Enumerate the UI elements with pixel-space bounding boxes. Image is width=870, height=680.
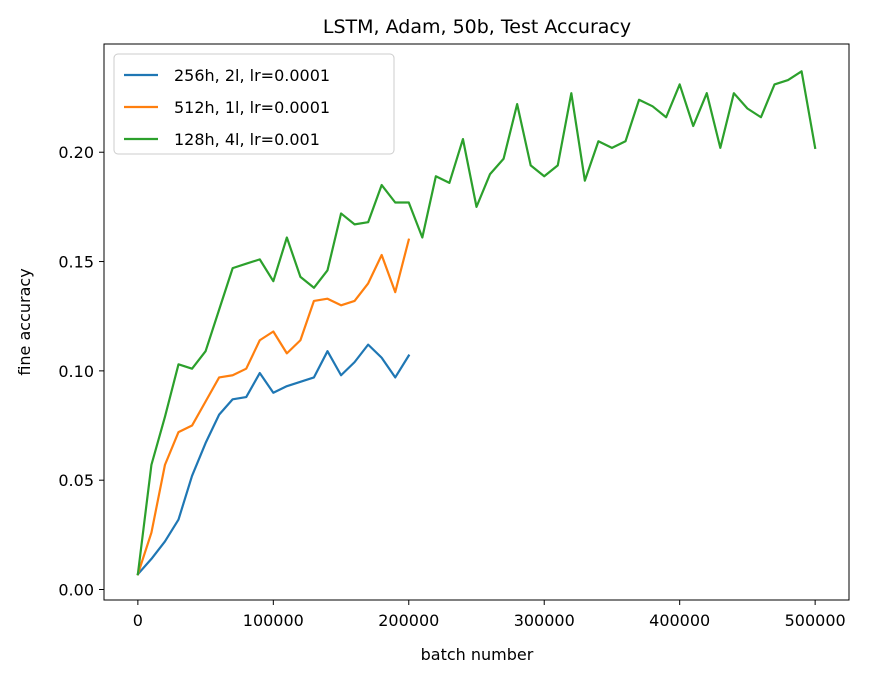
series-line-2 — [136, 70, 817, 576]
x-axis-label: batch number — [421, 645, 534, 664]
y-axis-label: fine accuracy — [15, 268, 34, 375]
legend-box — [113, 53, 395, 155]
y-tick-label: 0.00 — [58, 581, 94, 600]
y-axis-ticks: 0.00 0.05 0.10 0.15 0.20 — [58, 143, 104, 600]
legend-label-0: 256h, 2l, lr=0.0001 — [174, 66, 330, 85]
chart-title: LSTM, Adam, 50b, Test Accuracy — [323, 16, 631, 38]
legend-entries: 256h, 2l, lr=0.0001 512h, 1l, lr=0.0001 12… — [124, 66, 330, 149]
plot-lines — [136, 70, 817, 576]
x-axis-ticks: 0 100000 200000 300000 400000 500000 — [133, 600, 846, 630]
x-tick-label: 0 — [133, 611, 143, 630]
legend-label-1: 512h, 1l, lr=0.0001 — [174, 98, 330, 117]
y-tick-label: 0.05 — [58, 471, 94, 490]
x-tick-label: 200000 — [378, 611, 439, 630]
plot-frame — [103, 43, 850, 601]
legend-label-2: 128h, 4l, lr=0.001 — [174, 130, 320, 149]
x-tick-label: 400000 — [649, 611, 710, 630]
series-line-1 — [136, 238, 411, 576]
x-tick-label: 300000 — [514, 611, 575, 630]
legend: 256h, 2l, lr=0.0001 512h, 1l, lr=0.0001 12… — [113, 53, 395, 155]
x-tick-label: 500000 — [785, 611, 846, 630]
x-tick-label: 100000 — [243, 611, 304, 630]
y-tick-label: 0.15 — [58, 253, 94, 272]
y-tick-label: 0.10 — [58, 362, 94, 381]
y-tick-label: 0.20 — [58, 143, 94, 162]
series-line-0 — [136, 343, 411, 576]
